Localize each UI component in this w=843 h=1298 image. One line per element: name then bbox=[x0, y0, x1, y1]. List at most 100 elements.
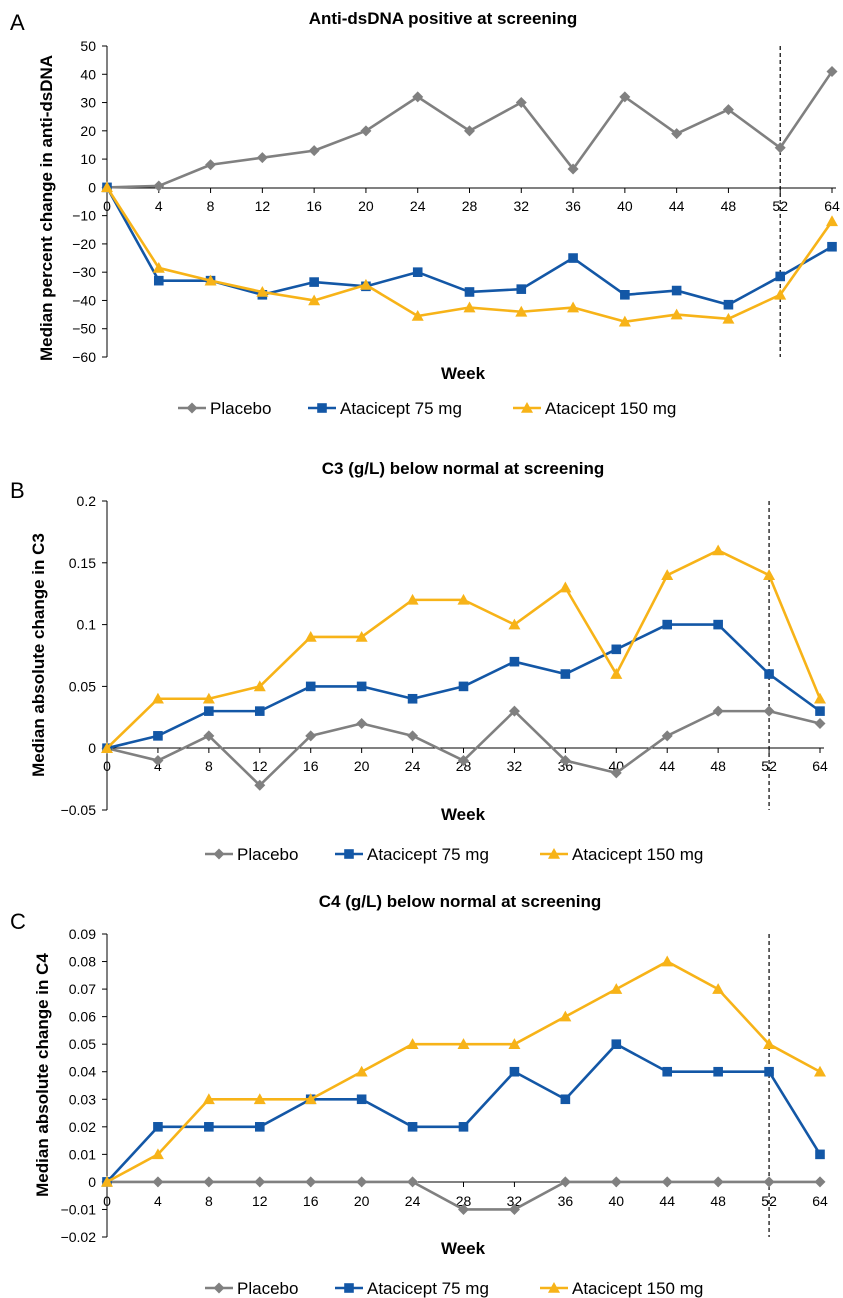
data-point bbox=[620, 290, 630, 300]
data-point bbox=[611, 1039, 622, 1049]
data-point bbox=[671, 285, 682, 296]
x-tick-label: 48 bbox=[710, 1193, 726, 1209]
legend-swatch-marker bbox=[213, 1282, 225, 1294]
x-tick-label: 64 bbox=[824, 198, 840, 214]
data-point bbox=[254, 1122, 265, 1132]
data-point bbox=[764, 669, 774, 679]
legend-label: Placebo bbox=[210, 399, 271, 418]
data-point bbox=[723, 299, 734, 310]
data-point bbox=[508, 618, 521, 630]
series-atacicept-75-mg bbox=[102, 619, 825, 753]
data-point bbox=[763, 1038, 776, 1049]
legend-label: Placebo bbox=[237, 1279, 298, 1298]
legend-label: Atacicept 150 mg bbox=[572, 845, 703, 864]
data-point bbox=[304, 1093, 317, 1105]
y-tick-label: 0.08 bbox=[69, 954, 96, 970]
data-point bbox=[610, 668, 623, 679]
data-point bbox=[153, 180, 165, 192]
data-point bbox=[814, 1176, 826, 1188]
data-point bbox=[308, 145, 320, 157]
data-point bbox=[153, 1122, 163, 1132]
legend-item: Atacicept 150 mg bbox=[540, 1279, 703, 1298]
data-point bbox=[815, 1149, 825, 1160]
data-point bbox=[356, 1094, 367, 1105]
y-tick-label: 40 bbox=[80, 66, 96, 82]
data-point bbox=[406, 593, 419, 605]
data-point bbox=[509, 656, 520, 667]
data-point bbox=[763, 1176, 775, 1188]
y-tick-label: 0.05 bbox=[69, 1036, 96, 1052]
y-tick-label: 0 bbox=[88, 740, 96, 756]
x-tick-label: 20 bbox=[358, 198, 374, 214]
data-point bbox=[458, 755, 469, 767]
series-atacicept-150-mg bbox=[101, 544, 826, 753]
data-point bbox=[826, 215, 838, 227]
data-point bbox=[560, 669, 571, 679]
data-point bbox=[203, 1176, 215, 1188]
y-tick-label: 0.01 bbox=[69, 1146, 96, 1162]
data-point bbox=[618, 315, 631, 327]
panel-letter: A bbox=[10, 10, 25, 35]
data-point bbox=[256, 152, 268, 164]
x-tick-label: 48 bbox=[721, 198, 737, 214]
data-point bbox=[774, 142, 786, 154]
chart-title: C4 (g/L) below normal at screening bbox=[319, 892, 601, 911]
data-point bbox=[662, 619, 673, 630]
y-tick-label: 0.02 bbox=[69, 1119, 96, 1135]
x-tick-label: 8 bbox=[205, 1193, 213, 1209]
legend-item: Atacicept 150 mg bbox=[540, 845, 703, 864]
x-tick-label: 4 bbox=[154, 758, 162, 774]
data-point bbox=[559, 1176, 571, 1188]
data-point bbox=[458, 1203, 469, 1215]
y-tick-label: 0 bbox=[88, 179, 96, 195]
legend-swatch-marker bbox=[548, 1282, 560, 1293]
data-point bbox=[560, 1094, 571, 1105]
y-tick-label: 30 bbox=[80, 95, 96, 111]
x-tick-label: 0 bbox=[103, 758, 111, 774]
chart-panel-c: C C4 (g/L) below normal at screening 0.09 0… bbox=[10, 892, 828, 1298]
data-point bbox=[568, 253, 578, 263]
chart-panel-b: B C3 (g/L) below normal at screening 0.2 0.… bbox=[10, 459, 828, 864]
y-tick-label: −0.02 bbox=[61, 1229, 97, 1245]
x-tick-label: 8 bbox=[205, 758, 213, 774]
data-point bbox=[515, 305, 528, 317]
chart-title: C3 (g/L) below normal at screening bbox=[322, 459, 604, 478]
data-point bbox=[309, 277, 319, 287]
x-tick-label: 64 bbox=[812, 758, 828, 774]
data-point bbox=[516, 284, 527, 294]
x-tick-label: 32 bbox=[507, 1193, 523, 1209]
data-point bbox=[610, 1176, 622, 1188]
data-point bbox=[457, 593, 470, 605]
legend-swatch-marker bbox=[317, 403, 327, 413]
data-point bbox=[359, 278, 372, 290]
x-tick-label: 44 bbox=[659, 758, 675, 774]
y-tick-label: 0 bbox=[88, 1174, 96, 1190]
data-point bbox=[661, 730, 673, 742]
y-tick-label: −50 bbox=[72, 321, 96, 337]
data-point bbox=[458, 1122, 469, 1132]
data-point bbox=[152, 1176, 164, 1188]
data-point bbox=[256, 285, 269, 297]
panel-letter: B bbox=[10, 478, 25, 503]
y-tick-label: −0.01 bbox=[61, 1201, 97, 1217]
data-point bbox=[722, 312, 735, 324]
data-point bbox=[712, 983, 725, 994]
legend-item: Atacicept 150 mg bbox=[513, 399, 676, 418]
legend-item: Placebo bbox=[205, 845, 298, 864]
y-axis-title: Median absolute change in C4 bbox=[33, 953, 52, 1197]
x-tick-label: 12 bbox=[255, 198, 271, 214]
x-tick-label: 52 bbox=[761, 758, 777, 774]
legend-label: Atacicept 75 mg bbox=[367, 845, 489, 864]
data-point bbox=[508, 705, 520, 717]
data-point bbox=[713, 1066, 723, 1077]
data-point bbox=[567, 301, 580, 313]
data-point bbox=[308, 294, 321, 306]
data-point bbox=[610, 983, 623, 994]
x-tick-label: 32 bbox=[507, 758, 523, 774]
data-point bbox=[305, 681, 316, 692]
series-placebo bbox=[101, 1176, 826, 1215]
x-tick-label: 64 bbox=[812, 1193, 828, 1209]
y-tick-label: −60 bbox=[72, 349, 96, 365]
y-tick-label: 0.04 bbox=[69, 1064, 96, 1080]
